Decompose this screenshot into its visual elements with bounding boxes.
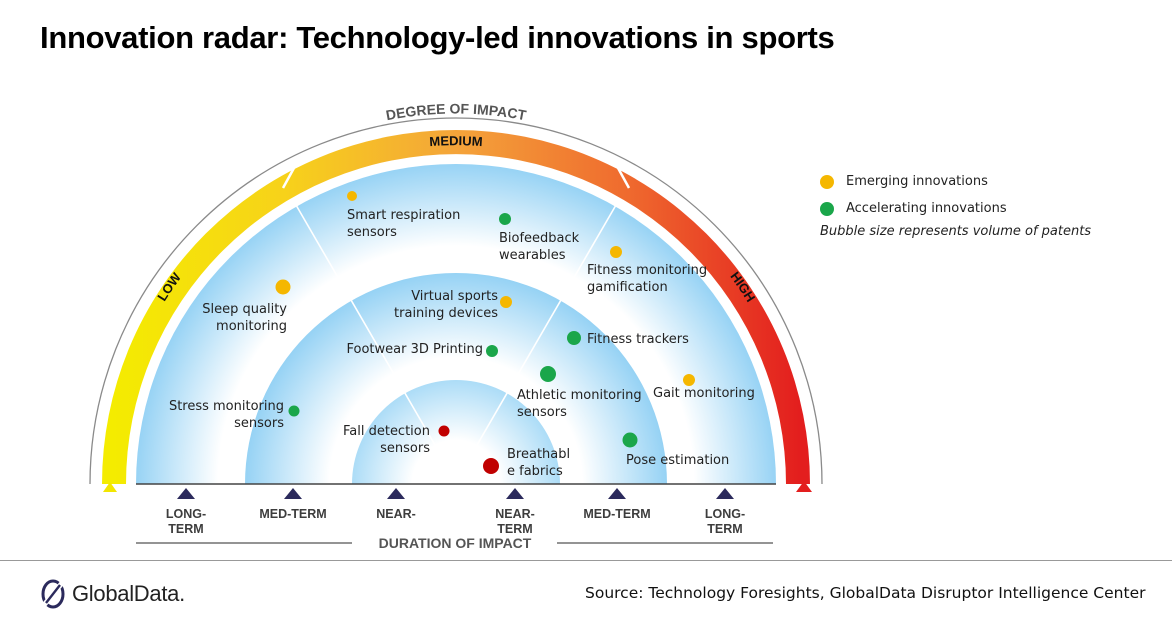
- axis-marker-icon: [506, 488, 524, 499]
- degree-of-impact-label: DEGREE OF IMPACT: [385, 101, 528, 124]
- axis-label: TERM: [168, 522, 203, 536]
- innovation-bubble: [275, 279, 291, 295]
- innovation-gait-monitoring: Gait monitoring: [653, 374, 755, 401]
- axis-label: LONG-: [166, 507, 206, 521]
- logo-text: GlobalData.: [72, 581, 185, 606]
- innovation-bubble: [622, 432, 638, 448]
- axis-label: TERM: [707, 522, 742, 536]
- axis-label: MED-TERM: [583, 507, 650, 521]
- innovation-label: Athletic monitoring: [517, 388, 642, 403]
- innovation-bubble: [486, 345, 498, 357]
- low-end-marker: [103, 482, 117, 492]
- footer-divider: [0, 560, 1172, 561]
- axis-label: NEAR-: [376, 507, 416, 521]
- axis-label: NEAR-: [495, 507, 535, 521]
- band-medium-label: MEDIUM: [429, 133, 483, 149]
- innovation-label: sensors: [380, 441, 430, 456]
- legend-note: Bubble size represents volume of patents: [820, 224, 1092, 239]
- innovation-bubble: [567, 331, 581, 345]
- innovation-label: sensors: [517, 405, 567, 420]
- innovation-label: Biofeedback: [499, 231, 580, 246]
- innovation-label: Fitness trackers: [587, 332, 689, 347]
- legend-emerging-label: Emerging innovations: [846, 174, 988, 189]
- innovation-label: Footwear 3D Printing: [346, 342, 483, 357]
- innovation-biofeedback-wearables: Biofeedback wearables: [499, 213, 580, 263]
- innovation-footwear-3d-printing: Footwear 3D Printing: [346, 342, 498, 357]
- innovation-label: Breathabl: [507, 447, 570, 462]
- emerging-dot-icon: [820, 174, 834, 189]
- radar-center: [433, 461, 479, 484]
- axis-marker-icon: [284, 488, 302, 499]
- innovation-fitness-monitoring-gamification: Fitness monitoring gamification: [587, 246, 707, 295]
- innovation-label: Smart respiration: [347, 208, 460, 223]
- innovation-athletic-monitoring-sensors: Athletic monitoring sensors: [517, 366, 642, 420]
- axis-marker-icon: [608, 488, 626, 499]
- innovation-breathable-fabrics: Breathabl e fabrics: [483, 447, 570, 479]
- innovation-label: monitoring: [216, 319, 287, 334]
- legend-accelerating-label: Accelerating innovations: [846, 201, 1007, 216]
- page-title: Innovation radar: Technology-led innovat…: [40, 20, 835, 55]
- innovation-label: Sleep quality: [202, 302, 287, 317]
- legend: Emerging innovations Accelerating innova…: [820, 168, 1091, 239]
- innovation-fitness-trackers: Fitness trackers: [567, 331, 689, 347]
- axis-marker-icon: [716, 488, 734, 499]
- innovation-stress-monitoring-sensors: Stress monitoring sensors: [169, 399, 300, 431]
- axis-label: LONG-: [705, 507, 745, 521]
- innovation-label: Gait monitoring: [653, 386, 755, 401]
- legend-accelerating: Accelerating innovations: [820, 195, 1091, 222]
- radar-inner-ring: [352, 380, 560, 484]
- innovation-label: training devices: [394, 306, 498, 321]
- outer-arc: [89, 117, 823, 485]
- innovation-bubble: [500, 296, 512, 308]
- innovation-bubble: [288, 405, 300, 417]
- axis-label: TERM: [497, 522, 532, 536]
- innovation-label: Virtual sports: [411, 289, 498, 304]
- innovation-label: e fabrics: [507, 464, 563, 479]
- axis-marker-icon: [387, 488, 405, 499]
- high-end-marker: [796, 481, 812, 492]
- legend-emerging: Emerging innovations: [820, 168, 1091, 195]
- innovation-bubble: [438, 425, 450, 437]
- innovation-label: Fitness monitoring: [587, 263, 707, 278]
- innovation-label: wearables: [499, 248, 566, 263]
- innovation-radar: DEGREE OF IMPACT MEDIUM LOW HIGH LONG-TE…: [89, 101, 823, 551]
- innovation-virtual-sports-training-devices: Virtual sports training devices: [394, 289, 512, 321]
- innovation-smart-respiration-sensors: Smart respiration sensors: [347, 191, 460, 240]
- innovation-bubble: [610, 246, 622, 258]
- innovation-bubble: [347, 191, 357, 201]
- source-note: Source: Technology Foresights, GlobalDat…: [585, 584, 1146, 602]
- innovation-bubble: [683, 374, 695, 386]
- axis-marker-icon: [177, 488, 195, 499]
- globaldata-logo: GlobalData.: [40, 578, 185, 610]
- innovation-bubble: [483, 458, 499, 474]
- innovation-label: sensors: [347, 225, 397, 240]
- axis-label: MED-TERM: [259, 507, 326, 521]
- innovation-label: sensors: [234, 416, 284, 431]
- innovation-fall-detection-sensors: Fall detection sensors: [343, 424, 450, 456]
- innovation-label: Pose estimation: [626, 453, 729, 468]
- innovation-bubble: [499, 213, 511, 225]
- innovation-label: Fall detection: [343, 424, 430, 439]
- radar-mid-ring: [245, 273, 667, 484]
- innovation-label: gamification: [587, 280, 668, 295]
- duration-of-impact-label: DURATION OF IMPACT: [379, 535, 532, 551]
- accelerating-dot-icon: [820, 201, 834, 216]
- innovation-label: Stress monitoring: [169, 399, 284, 414]
- innovation-bubble: [540, 366, 556, 382]
- innovation-pose-estimation: Pose estimation: [622, 432, 729, 468]
- innovation-sleep-quality-monitoring: Sleep quality monitoring: [202, 279, 291, 334]
- globaldata-logo-icon: [41, 579, 65, 609]
